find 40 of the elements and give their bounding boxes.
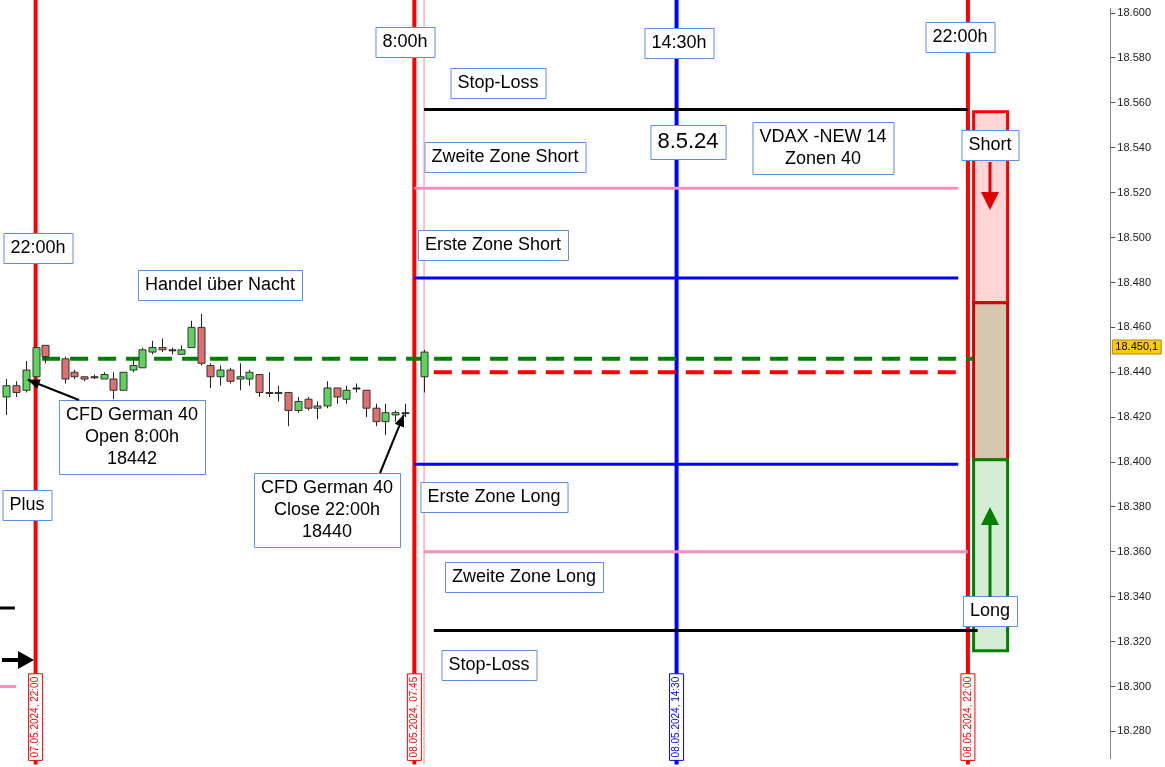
y-tick-label: 18.440 [1117,365,1152,378]
annotation: 22:00h [10,236,66,257]
annotation: VDAX -NEW 14 Zonen 40 [759,125,887,168]
y-tick-label: 18.460 [1117,320,1152,333]
y-tick-label: 18.500 [1117,230,1152,243]
annotation: 22:00h [932,25,988,46]
y-tick-label: 18.520 [1117,185,1152,198]
x-tick-label: 08.05.2024, 14:30 [670,676,682,758]
annotation: Stop-Loss [457,71,539,92]
y-tick-label: 18.320 [1117,634,1152,647]
y-tick-label: 18.480 [1117,275,1152,288]
annotation: Erste Zone Short [424,233,562,254]
annotation: Long [969,599,1011,620]
annotation: Plus [9,493,45,514]
x-tick-label: 07.05.2024, 22:00 [29,676,41,758]
y-tick-label: 18.560 [1117,95,1152,108]
annotation: CFD German 40 Open 8:00h 18442 [65,403,199,468]
annotation: 8:00h [382,30,428,51]
x-tick-label: 08.05.2024, 22:00 [961,676,973,758]
annotation: 8.5.24 [657,128,719,154]
y-tick-label: 18.540 [1117,140,1152,153]
y-tick-label: 18.300 [1117,679,1152,692]
y-tick-label: 18.580 [1117,51,1152,64]
y-tick-label: 18.400 [1117,455,1152,468]
annotation: Handel über Nacht [144,273,296,294]
text: 18.450,1 [1115,340,1159,353]
annotation: Short [968,133,1012,154]
y-tick-label: 18.420 [1117,410,1152,423]
annotation: Stop-Loss [448,653,530,674]
y-tick-label: 18.280 [1117,724,1152,737]
y-tick-label: 18.380 [1117,500,1152,512]
annotation: 14:30h [651,31,707,52]
annotation: Erste Zone Long [427,485,561,506]
annotation: Zweite Zone Short [431,145,579,166]
y-tick-label: 18.600 [1117,6,1152,19]
x-tick-label: 08.05.2024, 07:45 [408,676,420,758]
y-tick-label: 18.360 [1117,544,1152,557]
annotation: CFD German 40 Close 22:00h 18440 [260,476,394,541]
y-tick-label: 18.340 [1117,589,1152,602]
annotation: Zweite Zone Long [451,565,597,586]
